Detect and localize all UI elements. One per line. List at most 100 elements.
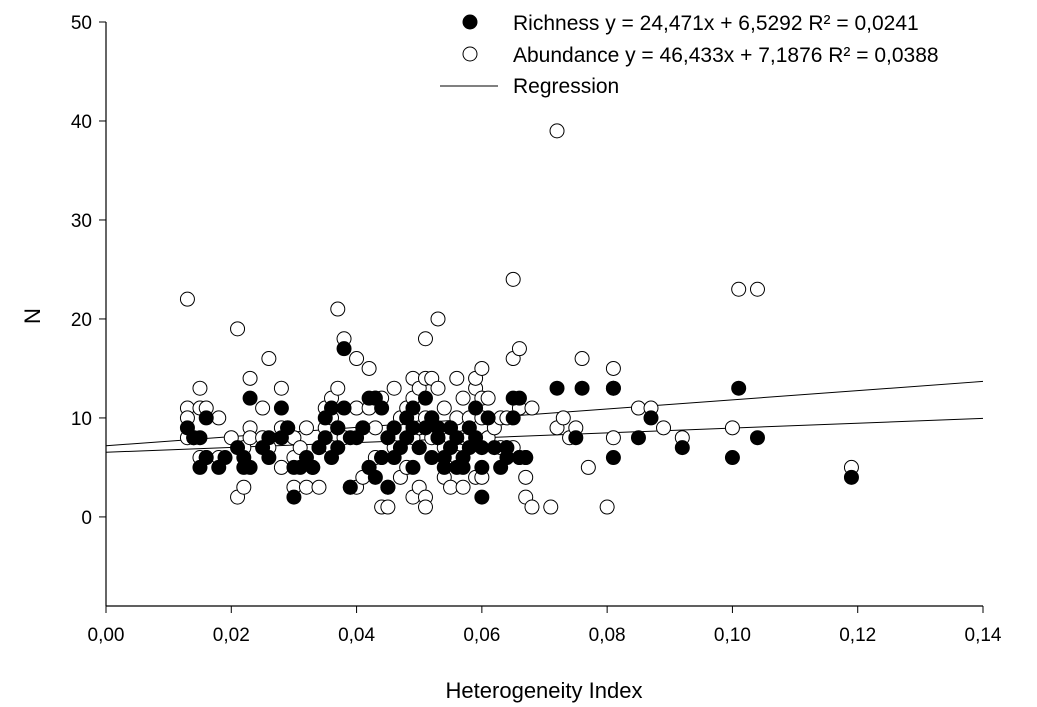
richness-point	[417, 390, 433, 406]
richness-point	[474, 459, 490, 475]
richness-point	[474, 489, 490, 505]
abundance-point	[255, 400, 271, 416]
richness-point	[486, 440, 502, 456]
richness-point	[474, 440, 490, 456]
abundance-point	[731, 281, 747, 297]
richness-point	[217, 450, 233, 466]
abundance-point	[311, 479, 327, 495]
abundance-point	[380, 499, 396, 515]
y-tick-label: 10	[71, 409, 92, 430]
richness-point	[342, 479, 358, 495]
legend-richness-label: Richness y = 24,471x + 6,5292 R² = 0,024…	[513, 12, 919, 35]
richness-point	[643, 410, 659, 426]
x-tick-label: 0,06	[463, 625, 500, 646]
abundance-point	[349, 400, 365, 416]
abundance-point	[273, 459, 289, 475]
richness-point	[317, 430, 333, 446]
x-tick-label: 0,04	[338, 625, 375, 646]
richness-point	[424, 450, 440, 466]
x-tick-label: 0,14	[965, 625, 1002, 646]
abundance-point	[443, 479, 459, 495]
abundance-point	[242, 430, 258, 446]
richness-point	[731, 380, 747, 396]
abundance-point	[656, 420, 672, 436]
abundance-point	[555, 410, 571, 426]
richness-regression-line	[105, 417, 984, 453]
richness-point	[386, 420, 402, 436]
richness-point	[430, 430, 446, 446]
richness-point	[468, 400, 484, 416]
abundance-point	[430, 380, 446, 396]
abundance-point	[386, 380, 402, 396]
richness-point	[242, 459, 258, 475]
abundance-point	[455, 390, 471, 406]
richness-point	[336, 400, 352, 416]
x-tick-label: 0,00	[88, 625, 125, 646]
richness-point	[511, 390, 527, 406]
richness-point	[455, 459, 471, 475]
richness-point	[324, 400, 340, 416]
richness-point	[405, 400, 421, 416]
abundance-point	[574, 351, 590, 367]
richness-point	[411, 440, 427, 456]
richness-point	[480, 410, 496, 426]
x-ticks: 0,00 0,02 0,04 0,06 0,08 0,10 0,12 0,14	[88, 606, 1002, 646]
richness-point	[367, 469, 383, 485]
abundance-point	[524, 400, 540, 416]
abundance-point	[449, 370, 465, 386]
abundance-point	[298, 420, 314, 436]
richness-point	[605, 380, 621, 396]
y-tick-label: 50	[71, 13, 92, 34]
legend-abundance-label: Abundance y = 46,433x + 7,1876 R² = 0,03…	[513, 44, 939, 67]
richness-point	[330, 440, 346, 456]
abundance-point	[236, 479, 252, 495]
richness-point	[405, 420, 421, 436]
y-tick-label: 40	[71, 112, 92, 133]
abundance-point	[749, 281, 765, 297]
abundance-point	[605, 360, 621, 376]
abundance-point	[630, 400, 646, 416]
richness-point	[630, 430, 646, 446]
abundance-point	[230, 321, 246, 337]
richness-point	[568, 430, 584, 446]
richness-point	[843, 469, 859, 485]
abundance-point	[543, 499, 559, 515]
abundance-point	[599, 499, 615, 515]
abundance-point	[261, 351, 277, 367]
axes	[105, 22, 983, 607]
richness-point	[674, 440, 690, 456]
richness-point	[405, 459, 421, 475]
abundance-point	[298, 479, 314, 495]
richness-point	[355, 420, 371, 436]
richness-point	[286, 489, 302, 505]
abundance-point	[474, 360, 490, 376]
abundance-point	[580, 459, 596, 475]
legend-abundance-marker	[462, 46, 478, 62]
richness-point	[192, 430, 208, 446]
abundance-point	[511, 341, 527, 357]
abundance-point	[273, 380, 289, 396]
legend-richness-marker	[462, 14, 478, 30]
abundance-point	[455, 479, 471, 495]
abundance-point	[480, 390, 496, 406]
abundance-point	[211, 410, 227, 426]
abundance-point	[505, 271, 521, 287]
x-tick-label: 0,10	[714, 625, 751, 646]
richness-point	[449, 430, 465, 446]
abundance-point	[417, 499, 433, 515]
richness-point	[336, 341, 352, 357]
richness-point	[273, 400, 289, 416]
richness-point	[499, 440, 515, 456]
richness-point	[261, 430, 277, 446]
abundance-point	[549, 123, 565, 139]
abundance-point	[330, 301, 346, 317]
richness-point	[374, 400, 390, 416]
richness-point	[505, 410, 521, 426]
richness-point	[198, 410, 214, 426]
richness-point	[749, 430, 765, 446]
abundance-point	[524, 499, 540, 515]
abundance-point	[724, 420, 740, 436]
richness-point	[242, 390, 258, 406]
abundance-point	[518, 469, 534, 485]
richness-point	[198, 450, 214, 466]
